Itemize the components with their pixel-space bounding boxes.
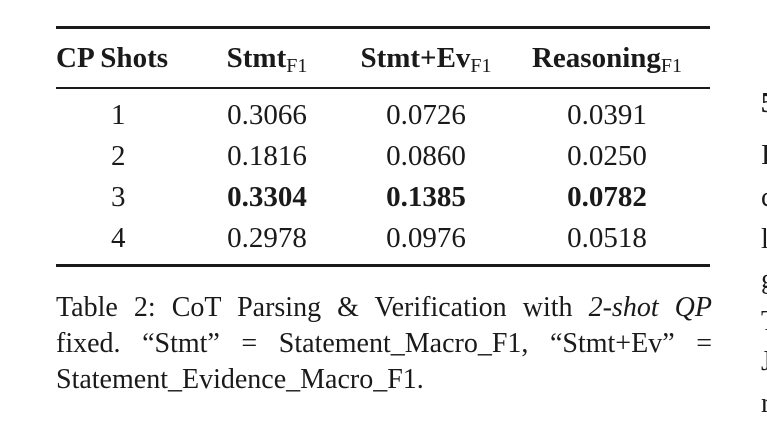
cell-reasoning: 0.0250 [567,139,647,172]
header-reasoning: ReasoningF1 [531,41,683,77]
cell-shots: 4 [111,221,126,254]
cell-reasoning: 0.0518 [567,221,647,254]
fragment-char: c [761,182,767,214]
table-top-rule [56,26,710,29]
caption-line-1: Table 2: CoT Parsing & Verification with… [56,292,712,323]
results-table: CP Shots StmtF1 Stmt+EvF1 ReasoningF1 [56,29,710,87]
cell-stmt: 0.3066 [227,98,307,131]
header-stmt-ev: Stmt+EvF1 [360,41,492,77]
fragment-char: l [761,224,767,255]
fragment-char: 5 [761,88,767,120]
adjacent-column-fragment: 5 I c l g T J r [761,0,767,432]
caption-line-2: fixed. “Stmt” = Statement_Macro_F1, “Stm… [56,328,712,359]
results-table-body: 1 0.3066 0.0726 0.0391 2 0.1816 0.0860 0… [56,89,710,264]
table-header-rule [56,87,710,89]
table-header-row: CP Shots StmtF1 Stmt+EvF1 ReasoningF1 [56,29,710,87]
table-row-best: 3 0.3304 0.1385 0.0782 [56,177,710,218]
header-stmt: StmtF1 [226,41,308,77]
fragment-char: T [761,306,767,338]
cell-stmt-ev: 0.0860 [386,139,466,172]
fragment-char: g [761,264,767,296]
cell-stmt: 0.2978 [227,221,307,254]
cell-stmt: 0.3304 [227,180,307,213]
cell-stmt: 0.1816 [227,139,307,172]
cell-reasoning: 0.0391 [567,98,647,131]
table-row: 4 0.2978 0.0976 0.0518 [56,218,710,264]
cell-stmt-ev: 0.0976 [386,221,466,254]
header-cp-shots: CP Shots [56,41,169,74]
results-table-block: CP Shots StmtF1 Stmt+EvF1 ReasoningF1 1 … [56,26,710,267]
fragment-char: r [761,388,767,419]
caption-line-3: Statement_Evidence_Macro_F1. [56,364,424,395]
cell-shots: 1 [111,98,126,131]
cell-shots: 3 [111,180,126,213]
cell-reasoning: 0.0782 [567,180,647,213]
fragment-char: J [761,346,767,377]
cell-stmt-ev: 0.1385 [386,180,466,213]
cell-stmt-ev: 0.0726 [386,98,466,131]
table-row: 1 0.3066 0.0726 0.0391 [56,89,710,136]
fragment-char: I [761,140,767,171]
table-caption: Table 2: CoT Parsing & Verification with… [56,290,712,398]
caption-italic: 2-shot QP [588,292,712,323]
table-row: 2 0.1816 0.0860 0.0250 [56,136,710,177]
table-bottom-rule [56,263,710,267]
cell-shots: 2 [111,139,126,172]
